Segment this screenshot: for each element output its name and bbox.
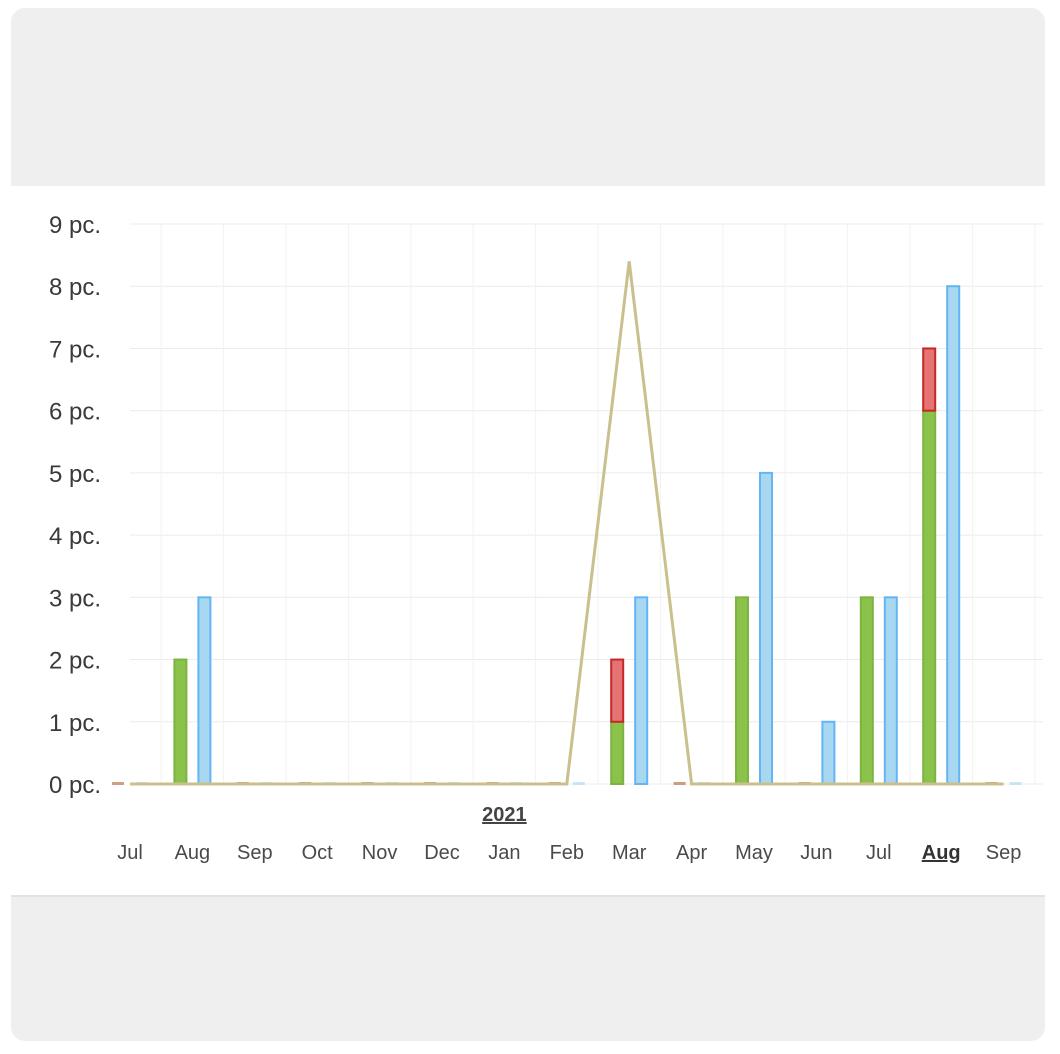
y-tick-label: 3 pc. <box>49 585 101 612</box>
x-tick-label: Feb <box>550 842 584 864</box>
bottom-panel <box>11 895 1045 1041</box>
bar-blue <box>883 596 898 785</box>
bar-green <box>173 658 188 785</box>
y-tick-label: 1 pc. <box>49 710 101 737</box>
x-tick-label: Dec <box>424 842 460 864</box>
bar-red-zero <box>112 782 124 785</box>
bar-blue <box>821 720 836 785</box>
bars <box>112 285 1022 785</box>
x-tick-label: Mar <box>612 842 647 864</box>
bar-green <box>610 720 625 785</box>
x-tick-label: May <box>735 842 773 864</box>
y-tick-label: 2 pc. <box>49 648 101 675</box>
x-tick-label: Sep <box>237 842 273 864</box>
y-tick-label: 8 pc. <box>49 274 101 301</box>
x-axis-ticks: Jul Aug Sep Oct Nov Dec Jan Feb Mar Apr May Jun Jul A… <box>117 842 1021 864</box>
x-tick-label: Oct <box>302 842 334 864</box>
x-tick-label: Jul <box>117 842 143 864</box>
bar-blue <box>759 471 773 785</box>
bar-green <box>859 596 874 785</box>
bar-blue <box>946 285 961 785</box>
x-tick-label: Apr <box>676 842 707 864</box>
y-tick-label: 7 pc. <box>49 336 101 363</box>
top-panel <box>11 8 1045 186</box>
bar-red-zero <box>673 782 686 785</box>
bar-blue <box>197 596 212 785</box>
year-label: 2021 <box>482 804 527 826</box>
y-tick-label: 6 pc. <box>49 399 101 426</box>
y-tick-label: 0 pc. <box>49 772 101 799</box>
x-tick-label: Sep <box>986 842 1022 864</box>
bar-red <box>610 658 625 723</box>
x-tick-label: Jan <box>488 842 520 864</box>
y-tick-label: 4 pc. <box>49 523 101 550</box>
x-tick-label: Nov <box>362 842 398 864</box>
line-series <box>130 261 1004 786</box>
bar-blue-zero <box>1009 782 1022 785</box>
y-tick-label: 9 pc. <box>49 212 101 239</box>
bar-red <box>922 347 937 412</box>
trend-line <box>130 261 1004 786</box>
grid-lines <box>130 223 1043 785</box>
bar-blue-zero <box>572 782 585 785</box>
x-tick-label: Aug <box>175 842 211 864</box>
x-tick-label: Aug <box>922 842 961 864</box>
bar-green <box>735 596 749 785</box>
y-tick-label: 5 pc. <box>49 461 101 488</box>
chart-card <box>11 8 1045 1041</box>
bar-green <box>922 409 937 785</box>
x-tick-label: Jun <box>800 842 832 864</box>
bar-blue <box>634 596 649 785</box>
y-axis-ticks: 0 pc. 1 pc. 2 pc. 3 pc. 4 pc. 5 pc. 6 pc. 7 pc.… <box>49 212 101 799</box>
x-tick-label: Jul <box>866 842 892 864</box>
